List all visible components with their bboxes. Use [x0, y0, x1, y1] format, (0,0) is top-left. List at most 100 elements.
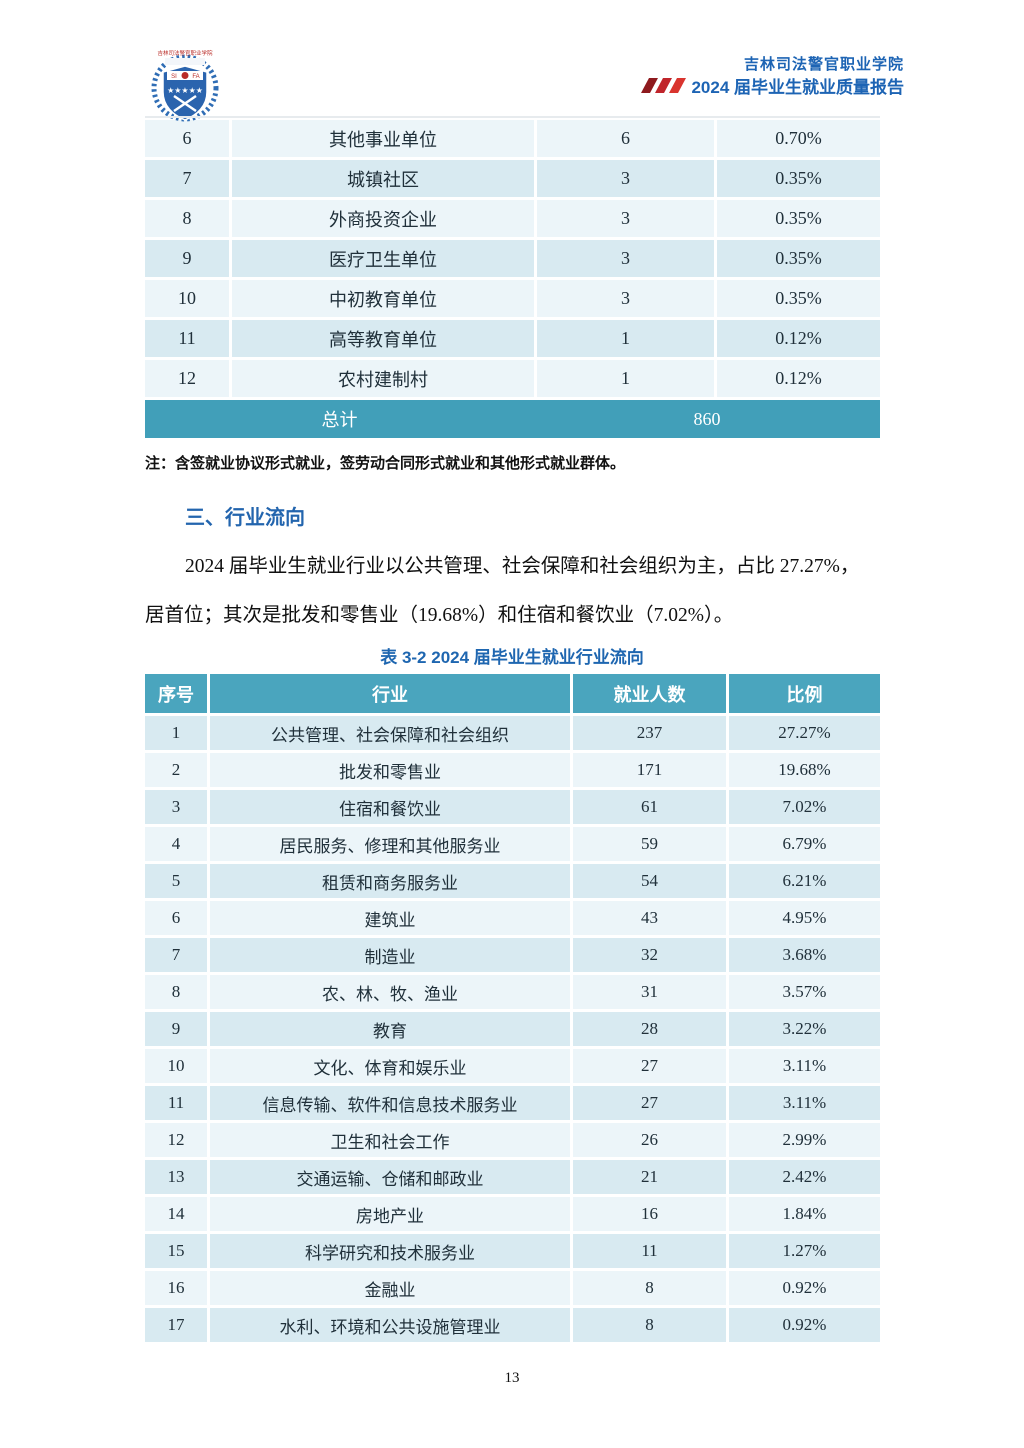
- table-cell: 59: [573, 827, 726, 861]
- table-cell: 28: [573, 1012, 726, 1046]
- red-triple-slash-icon: [641, 78, 686, 93]
- report-title: 2024 届毕业生就业质量报告: [691, 77, 904, 97]
- school-logo-icon: 吉林司法警官职业学院 SI FA ★★★★★: [151, 49, 219, 122]
- table-cell: 14: [145, 1197, 207, 1231]
- table-cell: 19.68%: [729, 753, 880, 787]
- header-divider: [145, 116, 880, 118]
- table-cell: 3.22%: [729, 1012, 880, 1046]
- table-cell: 住宿和餐饮业: [210, 790, 570, 824]
- column-header-industry: 行业: [210, 674, 570, 713]
- table-cell: 水利、环境和公共设施管理业: [210, 1308, 570, 1342]
- table-cell: 4: [145, 827, 207, 861]
- table-cell: 1.27%: [729, 1234, 880, 1268]
- table-cell: 3.11%: [729, 1049, 880, 1083]
- table-cell: 交通运输、仓储和邮政业: [210, 1160, 570, 1194]
- table-cell: 0.92%: [729, 1308, 880, 1342]
- table-cell: 7.02%: [729, 790, 880, 824]
- table-cell: 6.79%: [729, 827, 880, 861]
- table-cell: 10: [145, 280, 229, 317]
- table-cell: 2.99%: [729, 1123, 880, 1157]
- table-cell: 61: [573, 790, 726, 824]
- table-caption: 表 3-2 2024 届毕业生就业行业流向: [380, 648, 644, 667]
- table-cell: 外商投资企业: [232, 200, 534, 237]
- table-cell: 9: [145, 1012, 207, 1046]
- table-cell: 农村建制村: [232, 360, 534, 397]
- table-cell: 高等教育单位: [232, 320, 534, 357]
- table-cell: 16: [573, 1197, 726, 1231]
- table-cell: 26: [573, 1123, 726, 1157]
- table-cell: 16: [145, 1271, 207, 1305]
- table-cell: 9: [145, 240, 229, 277]
- table-cell: 31: [573, 975, 726, 1009]
- unit-table-total-row: 总计 860: [145, 400, 880, 438]
- table-cell: 11: [573, 1234, 726, 1268]
- table-cell: 3.11%: [729, 1086, 880, 1120]
- table-cell: 居民服务、修理和其他服务业: [210, 827, 570, 861]
- table-cell: 0.35%: [717, 240, 880, 277]
- paragraph-line: 居首位；其次是批发和零售业（19.68%）和住宿和餐饮业（7.02%）。: [145, 605, 734, 626]
- table-cell: 0.35%: [717, 200, 880, 237]
- table-cell: 7: [145, 160, 229, 197]
- table-cell: 5: [145, 864, 207, 898]
- report-title-block: 吉林司法警官职业学院 2024 届毕业生就业质量报告: [691, 54, 904, 100]
- table-cell: 6: [537, 120, 714, 157]
- industry-table: 序号 行业 就业人数 比例 1 公共管理、社会保障和社会组织 237 27.27% 2 批…: [145, 674, 880, 1342]
- table-cell: 17: [145, 1308, 207, 1342]
- table-cell: 其他事业单位: [232, 120, 534, 157]
- table-cell: 信息传输、软件和信息技术服务业: [210, 1086, 570, 1120]
- table-cell: 制造业: [210, 938, 570, 972]
- table-cell: 0.70%: [717, 120, 880, 157]
- table-cell: 0.12%: [717, 360, 880, 397]
- table-cell: 教育: [210, 1012, 570, 1046]
- table-cell: 12: [145, 1123, 207, 1157]
- table-cell: 0.35%: [717, 280, 880, 317]
- page-header: 吉林司法警官职业学院 SI FA ★★★★★ 吉林司法警官职业学院 2024 届…: [0, 0, 1024, 122]
- table-cell: 3: [537, 200, 714, 237]
- table-cell: 0.92%: [729, 1271, 880, 1305]
- table-cell: 3: [537, 240, 714, 277]
- table-cell: 32: [573, 938, 726, 972]
- section-heading: 三、行业流向: [185, 507, 305, 529]
- table-note: 注：含签就业协议形式就业，签劳动合同形式就业和其他形式就业群体。: [145, 455, 626, 472]
- table-cell: 171: [573, 753, 726, 787]
- table-cell: 3: [537, 280, 714, 317]
- table-cell: 237: [573, 716, 726, 750]
- table-cell: 21: [573, 1160, 726, 1194]
- table-cell: 11: [145, 320, 229, 357]
- table-cell: 27: [573, 1086, 726, 1120]
- table-cell: 公共管理、社会保障和社会组织: [210, 716, 570, 750]
- table-cell: 房地产业: [210, 1197, 570, 1231]
- table-cell: 中初教育单位: [232, 280, 534, 317]
- page-number: 13: [504, 1370, 520, 1386]
- table-cell: 15: [145, 1234, 207, 1268]
- table-cell: 8: [145, 975, 207, 1009]
- table-cell: 1: [537, 360, 714, 397]
- table-cell: 3.57%: [729, 975, 880, 1009]
- table-cell: 科学研究和技术服务业: [210, 1234, 570, 1268]
- column-header-count: 就业人数: [573, 674, 726, 713]
- institution-name: 吉林司法警官职业学院: [743, 56, 904, 73]
- table-cell: 城镇社区: [232, 160, 534, 197]
- table-cell: 批发和零售业: [210, 753, 570, 787]
- total-label: 总计: [321, 410, 358, 430]
- table-cell: 农、林、牧、渔业: [210, 975, 570, 1009]
- column-header-seq: 序号: [145, 674, 207, 713]
- table-cell: 7: [145, 938, 207, 972]
- table-cell: 3: [537, 160, 714, 197]
- table-cell: 27.27%: [729, 716, 880, 750]
- table-cell: 租赁和商务服务业: [210, 864, 570, 898]
- table-cell: 卫生和社会工作: [210, 1123, 570, 1157]
- total-value: 860: [693, 408, 721, 429]
- table-cell: 1: [145, 716, 207, 750]
- table-cell: 2: [145, 753, 207, 787]
- table-cell: 2.42%: [729, 1160, 880, 1194]
- table-cell: 6: [145, 901, 207, 935]
- table-cell: 0.35%: [717, 160, 880, 197]
- table-cell: 6.21%: [729, 864, 880, 898]
- body-paragraph: 2024 届毕业生就业行业以公共管理、社会保障和社会组织为主，占比 27.27%…: [145, 542, 885, 640]
- table-cell: 金融业: [210, 1271, 570, 1305]
- unit-table: 6 其他事业单位 6 0.70% 7 城镇社区 3 0.35% 8 外商投资企业 3 0.35% 9 医疗…: [145, 120, 880, 397]
- svg-text:SI: SI: [171, 74, 177, 80]
- table-cell: 8: [573, 1271, 726, 1305]
